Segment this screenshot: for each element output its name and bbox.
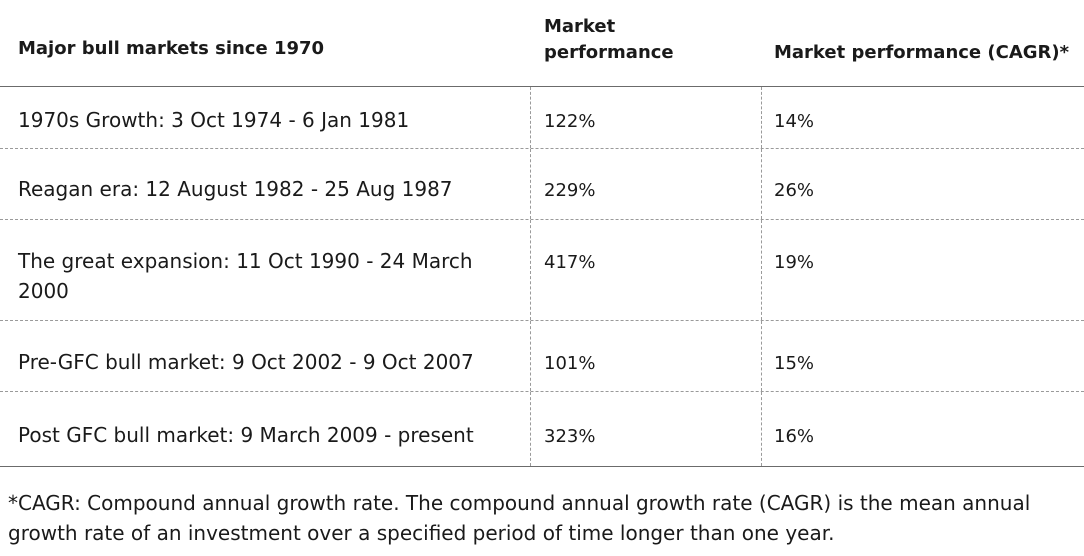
- row-cagr: 26%: [761, 149, 1084, 219]
- row-period: 1970s Growth: 3 Oct 1974 - 6 Jan 1981: [18, 108, 410, 132]
- row-period: Reagan era: 12 August 1982 - 25 Aug 1987: [18, 177, 453, 201]
- row-performance: 101%: [530, 321, 761, 391]
- header-performance: Market performance: [544, 16, 674, 63]
- row-period: The great expansion: 11 Oct 1990 - 24 Ma…: [18, 249, 473, 303]
- header-cagr: Market performance (CAGR)*: [774, 42, 1070, 63]
- table-row: 1970s Growth: 3 Oct 1974 - 6 Jan 1981 12…: [0, 87, 1084, 149]
- table-row: Pre-GFC bull market: 9 Oct 2002 - 9 Oct …: [0, 321, 1084, 392]
- row-performance: 323%: [530, 392, 761, 466]
- table-header-row: Major bull markets since 1970 Market per…: [0, 0, 1084, 87]
- table-row: The great expansion: 11 Oct 1990 - 24 Ma…: [0, 220, 1084, 321]
- row-performance: 122%: [530, 87, 761, 148]
- row-period: Pre-GFC bull market: 9 Oct 2002 - 9 Oct …: [18, 350, 474, 374]
- header-period: Major bull markets since 1970: [18, 38, 325, 59]
- row-performance: 417%: [530, 220, 761, 320]
- row-performance: 229%: [530, 149, 761, 219]
- row-cagr: 15%: [761, 321, 1084, 391]
- row-cagr: 19%: [761, 220, 1084, 320]
- cagr-footnote: *CAGR: Compound annual growth rate. The …: [8, 491, 1031, 545]
- bull-markets-table: Major bull markets since 1970 Market per…: [0, 0, 1084, 467]
- row-period: Post GFC bull market: 9 March 2009 - pre…: [18, 423, 474, 447]
- table-row: Post GFC bull market: 9 March 2009 - pre…: [0, 392, 1084, 467]
- row-cagr: 14%: [761, 87, 1084, 148]
- row-cagr: 16%: [761, 392, 1084, 466]
- table-row: Reagan era: 12 August 1982 - 25 Aug 1987…: [0, 149, 1084, 220]
